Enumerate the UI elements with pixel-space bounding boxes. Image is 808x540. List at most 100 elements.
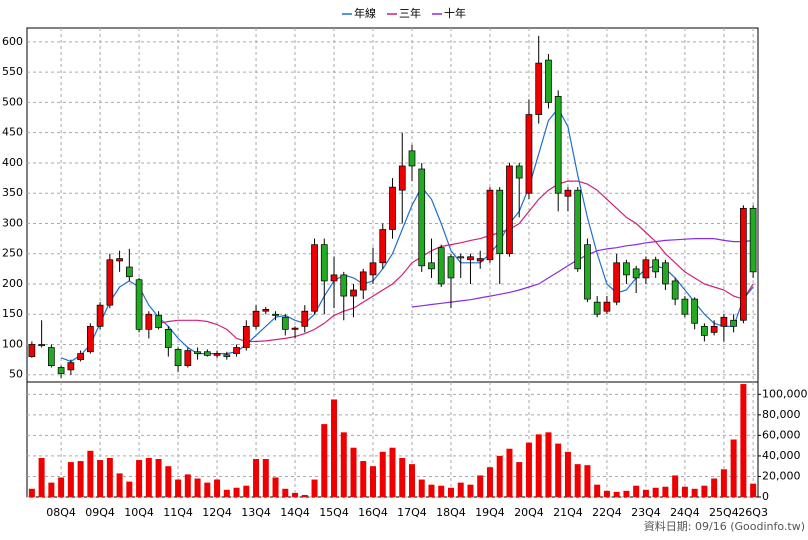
candle-body [515,165,523,179]
volume-bar [730,439,737,497]
candle-body [301,310,309,327]
volume-bar [613,491,620,497]
volume-bar [67,462,74,497]
plot-frame [26,27,759,498]
candle-body [398,165,406,191]
candle-body [525,114,533,194]
volume-bar [711,478,718,497]
volume-bar [48,482,55,497]
volume-bar [87,450,94,497]
y-tick-label: 300 [2,216,23,229]
candle-body [506,165,513,255]
candle-body [710,325,718,333]
volume-bar [28,488,35,497]
volume-bar [282,488,289,497]
volume-bar [574,464,581,497]
y2-tick-label: 40,000 [762,449,801,462]
candle-body [681,298,689,315]
y-tick-label: 350 [2,186,23,199]
y-tick-label: 600 [2,35,23,48]
legend-label: 十年 [444,6,466,20]
candle-body [281,316,289,330]
x-tick-label: 14Q4 [280,506,310,519]
volume-bar [408,464,415,497]
volume-bar [535,434,542,497]
volume-bar [672,475,679,497]
volume-bar [740,384,747,497]
volume-bar [145,457,152,497]
x-tick-label: 24Q4 [670,506,700,519]
volume-bar [106,457,113,497]
volume-bar [350,447,357,497]
candle-body [623,262,630,276]
legend-label: 年線 [354,6,376,20]
volume-bar [253,459,260,497]
volume-bar [136,460,143,497]
y-tick-label: 100 [2,337,23,350]
x-tick-label: 09Q4 [85,506,115,519]
volume-bar [194,478,201,497]
volume-bar [467,484,474,497]
volume-bar [292,492,299,497]
volume-bar [496,455,503,497]
y-tick-label: 450 [2,126,23,139]
volume-bar [38,457,45,497]
y2-tick-label: 80,000 [762,408,801,421]
legend-label: 三年 [399,6,421,20]
x-tick-label: 21Q4 [553,506,583,519]
volume-bar [77,461,84,497]
candle-body [720,316,728,327]
y2-tick-label: 0 [762,490,769,503]
candle-body [603,301,611,312]
y2-tick-label: 20,000 [762,469,801,482]
candle-body [662,262,669,285]
ma-line [411,238,754,308]
y-tick-label: 150 [2,307,23,320]
candle-body [77,353,84,360]
candle-body [701,325,708,336]
candle-body [194,351,201,354]
volume-bar [750,483,757,497]
volume-bar [720,469,727,497]
volume-bar [555,443,562,497]
candle-body [437,247,445,285]
candle-body [545,59,552,103]
volume-bar [223,489,230,497]
candle-body [87,325,94,353]
volume-bar [184,474,191,497]
candle-body [291,327,299,330]
candle-body [67,362,75,371]
x-tick-label: 10Q4 [124,506,154,519]
candle-body [135,279,143,330]
candle-body [613,262,621,303]
volume-bar [262,459,269,497]
candle-body [57,367,65,374]
candle-body [203,351,211,356]
candle-body [164,329,172,348]
volume-bar [525,442,532,497]
candle-body [350,289,357,297]
candle-body [584,244,591,300]
volume-bar [116,473,123,497]
x-tick-label: 23Q4 [631,506,661,519]
candle-body [389,186,396,230]
candle-body [48,347,55,367]
candle-body [379,229,387,264]
volume-bar [389,447,396,497]
y-tick-label: 550 [2,65,23,78]
candle-body [28,344,36,357]
volume-bar [272,477,279,497]
x-tick-label: 11Q4 [163,506,193,519]
volume-bar [662,486,669,497]
volume-bar [594,484,601,497]
candle-body [457,256,465,259]
candle-body [359,271,367,291]
candle-body [428,262,435,270]
y-tick-label: 200 [2,277,23,290]
volume-bar [642,489,649,497]
candle-body [106,259,114,306]
candle-body [330,274,338,282]
volume-bar [418,479,425,497]
candle-body [447,256,455,279]
candle-body [496,189,504,255]
